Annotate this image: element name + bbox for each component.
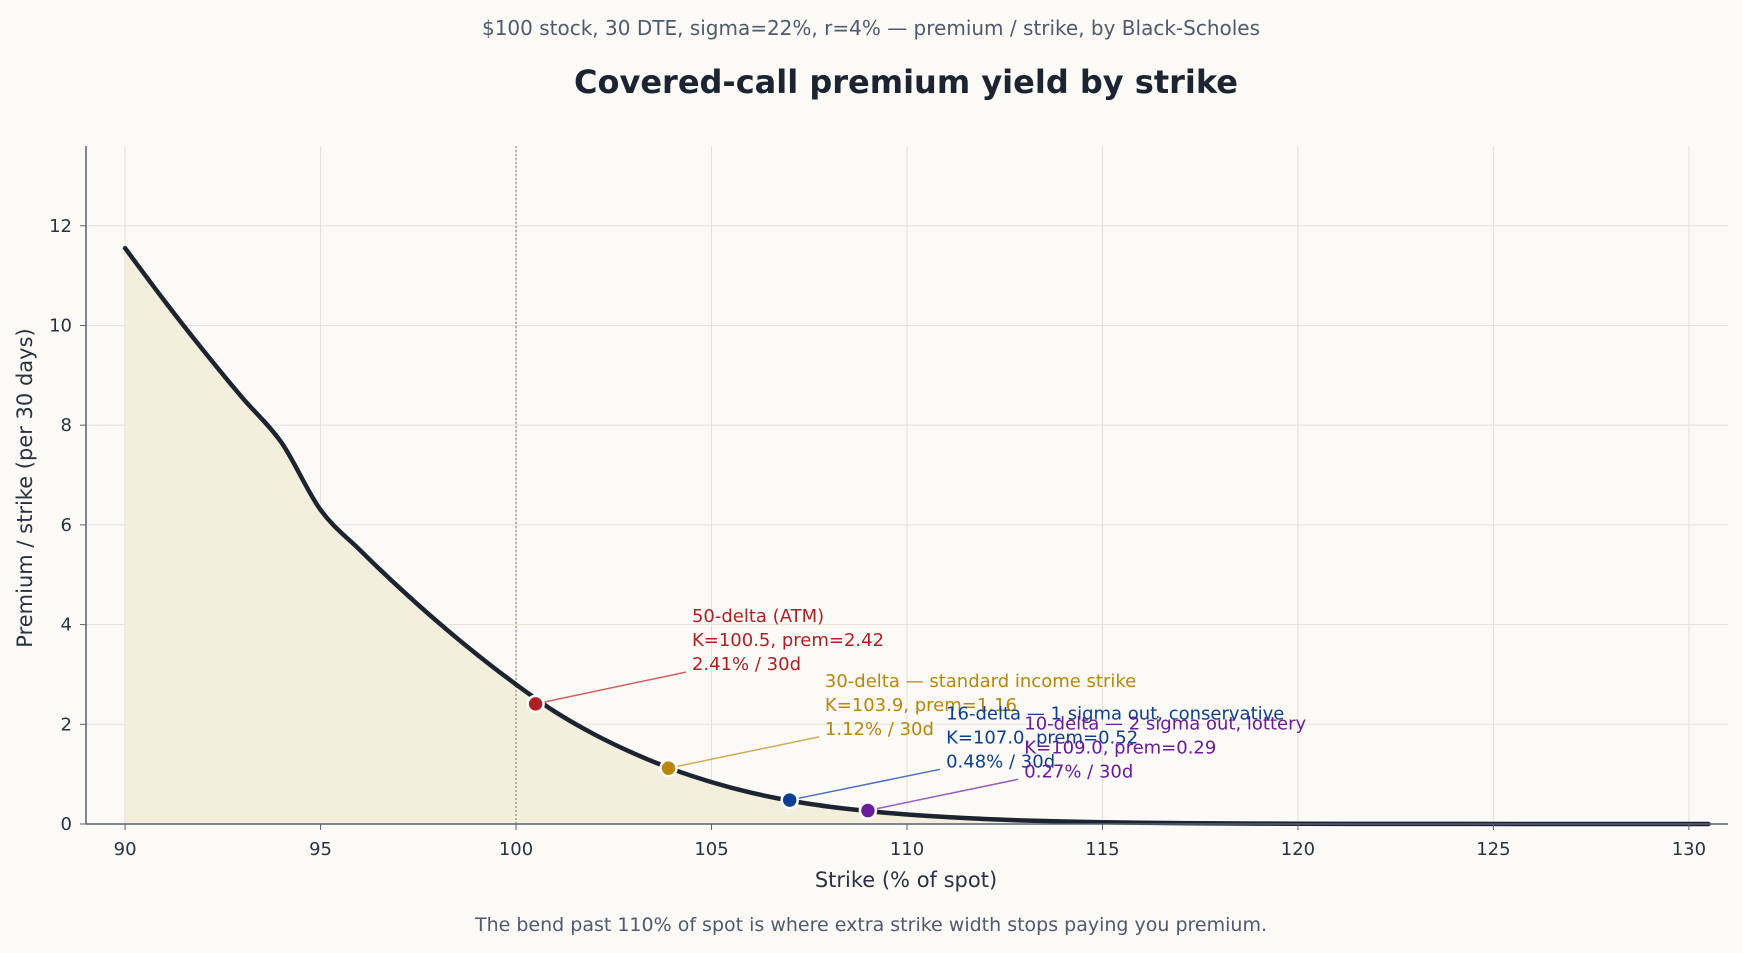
annotation-text: 10-delta — 2 sigma out, lottery xyxy=(1024,713,1306,734)
x-tick-label: 90 xyxy=(114,839,137,860)
annotation-text: 50-delta (ATM) xyxy=(692,606,824,627)
annotation-text: 16-delta — 1 sigma out, conservative xyxy=(946,703,1284,724)
annotation-text: K=103.9, prem=1.16 xyxy=(825,695,1017,716)
annotation-30-delta: 30-delta — standard income strike K=103.9… xyxy=(659,671,1136,778)
annotation-marker xyxy=(659,758,678,778)
annotation-text: 2.41% / 30d xyxy=(692,654,801,675)
x-tick-label: 115 xyxy=(1085,839,1119,860)
y-tick-label: 4 xyxy=(61,615,72,636)
x-tick-label: 125 xyxy=(1476,839,1510,860)
annotation-text: 30-delta — standard income strike xyxy=(825,671,1136,692)
annotation-text: K=100.5, prem=2.42 xyxy=(692,630,884,651)
y-tick-label: 8 xyxy=(61,415,72,436)
chart-title: Covered-call premium yield by strike xyxy=(574,63,1238,101)
annotation-text: 0.48% / 30d xyxy=(946,751,1055,772)
annotations: 50-delta (ATM) K=100.5, prem=2.42 2.41% / … xyxy=(526,606,1307,820)
x-tick-label: 100 xyxy=(499,839,533,860)
chart-subtitle: $100 stock, 30 DTE, sigma=22%, r=4% — pr… xyxy=(482,16,1260,40)
annotation-marker xyxy=(780,790,799,810)
area-fill xyxy=(125,248,1709,824)
annotation-text: K=107.0, prem=0.52 xyxy=(946,727,1138,748)
y-tick-label: 0 xyxy=(61,814,72,835)
annotation-text: K=109.0, prem=0.29 xyxy=(1024,737,1216,758)
y-tick-label: 2 xyxy=(61,714,72,735)
x-tick-label: 105 xyxy=(694,839,728,860)
annotation-marker xyxy=(526,694,545,714)
annotation-leader xyxy=(668,736,820,769)
axes: 90 95 100 105 110 115 120 125 130 0 2 4 6 8 10 12 xyxy=(49,146,1728,860)
annotation-16-delta: 16-delta — 1 sigma out, conservative K=10… xyxy=(780,703,1284,810)
annotation-text: 1.12% / 30d xyxy=(825,719,934,740)
x-axis-label: Strike (% of spot) xyxy=(815,868,997,892)
x-tick-label: 130 xyxy=(1672,839,1706,860)
y-tick-label: 10 xyxy=(49,315,72,336)
annotation-50-delta: 50-delta (ATM) K=100.5, prem=2.42 2.41% / … xyxy=(526,606,884,714)
chart-caption: The bend past 110% of spot is where extr… xyxy=(474,914,1267,936)
x-tick-label: 110 xyxy=(890,839,924,860)
y-axis-label: Premium / strike (per 30 days) xyxy=(13,328,37,647)
annotation-leader xyxy=(789,768,941,801)
annotation-marker xyxy=(858,801,878,820)
annotation-leader xyxy=(867,778,1019,812)
y-tick-label: 6 xyxy=(61,515,72,536)
annotation-10-delta: 10-delta — 2 sigma out, lottery K=109.0, … xyxy=(858,713,1307,820)
annotation-text: 0.27% / 30d xyxy=(1024,761,1133,782)
x-tick-label: 120 xyxy=(1281,839,1315,860)
x-tick-label: 95 xyxy=(309,839,332,860)
annotation-leader xyxy=(535,671,687,705)
y-tick-label: 12 xyxy=(49,216,72,237)
